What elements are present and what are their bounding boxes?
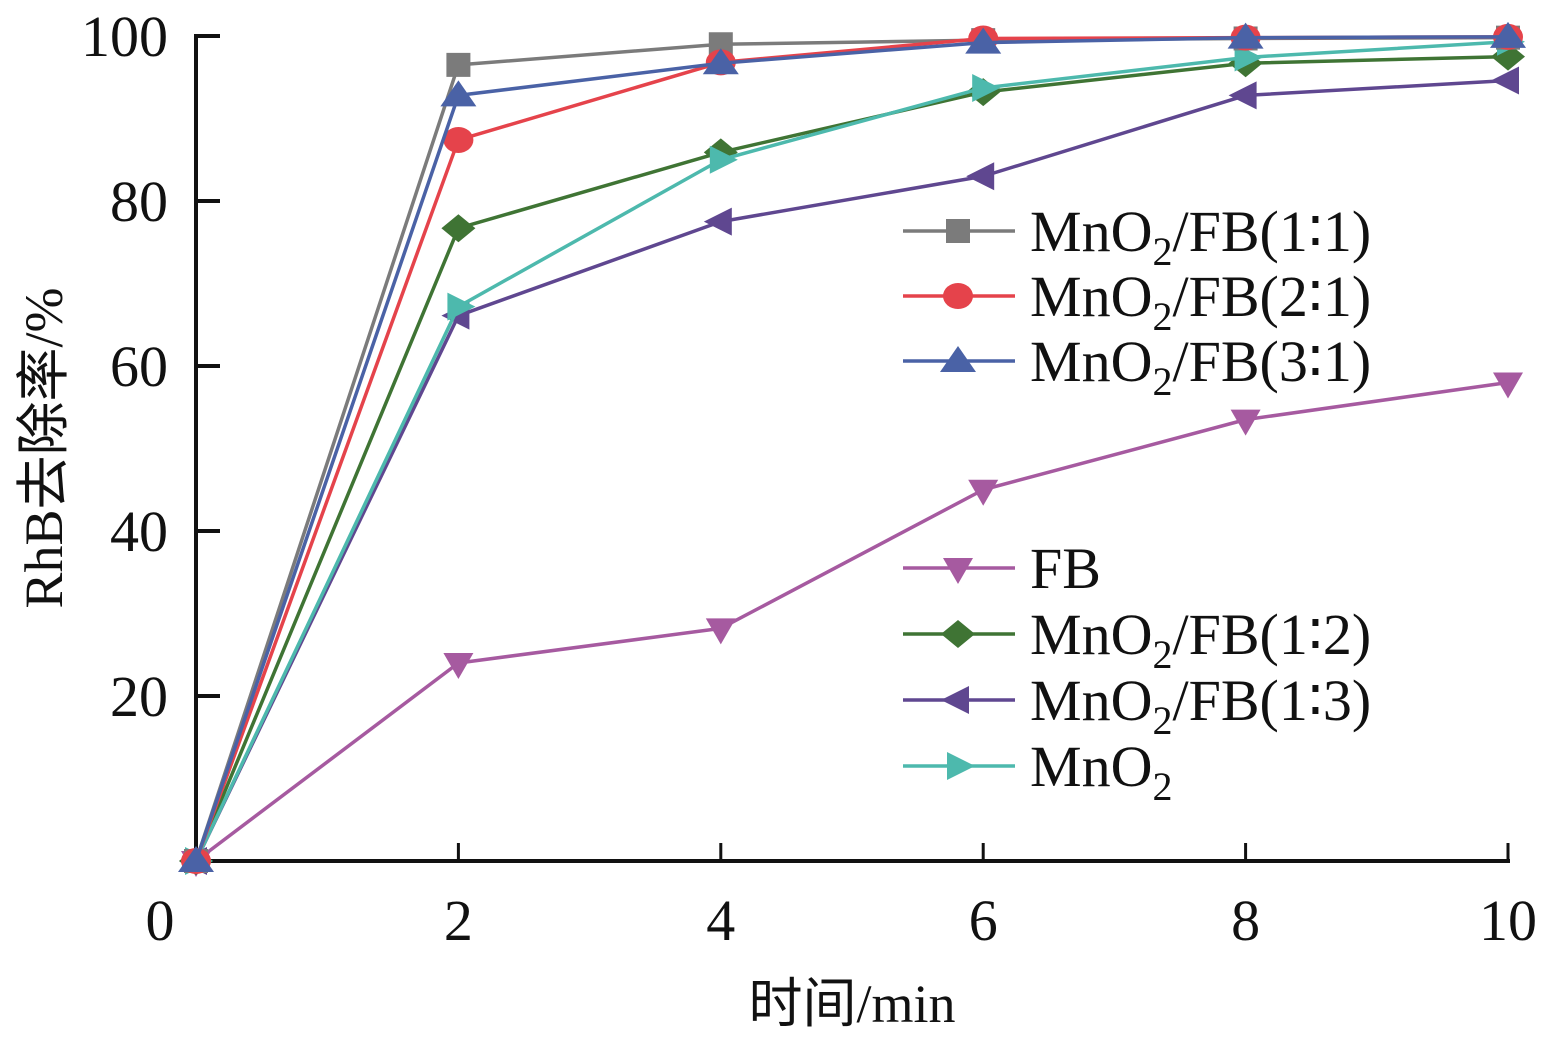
legend-label-rest: /FB(1∶3) <box>1172 668 1371 733</box>
y-tick-label: 40 <box>110 499 168 564</box>
x-tick-label: 8 <box>1231 888 1260 953</box>
x-tick-label: 0 <box>146 888 175 953</box>
legend-label-rest: /FB(3∶1) <box>1172 329 1371 394</box>
y-axis-title: RhB去除率/% <box>14 287 74 608</box>
y-tick-label: 80 <box>110 169 168 234</box>
x-axis-title: 时间/min <box>748 974 955 1034</box>
legend-marker <box>947 752 975 780</box>
legend-label-main: MnO <box>1030 602 1152 667</box>
series-line <box>194 35 1509 862</box>
legend-label-main: MnO <box>1030 734 1152 799</box>
legend-label-subscript: 2 <box>1152 229 1172 274</box>
legend-item: MnO2/FB(2∶1) <box>903 264 1371 339</box>
y-tick-label: 100 <box>81 4 168 69</box>
legend-marker <box>943 283 973 309</box>
legend-label: MnO2/FB(1∶3) <box>1030 668 1371 743</box>
y-tick-label: 60 <box>110 334 168 399</box>
x-tick-label: 2 <box>444 888 473 953</box>
legend-item: MnO2 <box>903 734 1172 809</box>
legend-label-subscript: 2 <box>1152 698 1172 743</box>
legend: MnO2/FB(1∶1)MnO2/FB(2∶1)MnO2/FB(3∶1)FBMn… <box>903 199 1371 809</box>
data-point <box>1230 409 1261 436</box>
series-line <box>194 78 1509 862</box>
data-point <box>178 846 214 872</box>
data-point <box>966 162 995 191</box>
legend-item: MnO2/FB(1∶3) <box>903 668 1371 743</box>
series-0 <box>184 25 1520 873</box>
legend-label: MnO2/FB(2∶1) <box>1030 264 1371 339</box>
series-1 <box>181 23 1523 874</box>
legend-label-rest: /FB(1∶1) <box>1172 199 1371 264</box>
legend-label-main: FB <box>1030 536 1101 601</box>
data-point <box>965 27 1002 54</box>
series-2 <box>178 21 1526 872</box>
legend-label-rest: /FB(2∶1) <box>1172 264 1371 329</box>
y-tick-label: 20 <box>110 664 168 729</box>
legend-label: FB <box>1030 536 1101 601</box>
legend-label-subscript: 2 <box>1152 632 1172 677</box>
legend-item: MnO2/FB(1∶1) <box>903 199 1371 274</box>
legend-label-main: MnO <box>1030 668 1152 733</box>
legend-marker <box>941 620 975 648</box>
data-point <box>443 653 474 679</box>
legend-item: MnO2/FB(3∶1) <box>903 329 1371 404</box>
data-point <box>709 145 738 174</box>
legend-label: MnO2/FB(1∶1) <box>1030 199 1371 274</box>
data-point <box>440 80 477 107</box>
data-point <box>447 292 476 321</box>
series-4 <box>179 42 1525 875</box>
series-6 <box>185 27 1525 875</box>
data-point <box>1228 81 1257 110</box>
data-point <box>705 618 736 645</box>
legend-label: MnO2 <box>1030 734 1172 809</box>
x-tick-label: 4 <box>706 888 735 953</box>
data-point <box>443 126 474 153</box>
data-point <box>446 52 471 77</box>
data-point <box>1491 66 1519 95</box>
series-line <box>194 40 1509 862</box>
legend-label-subscript: 2 <box>1152 764 1172 809</box>
series-line <box>194 380 1509 863</box>
x-tick-label: 10 <box>1479 888 1537 953</box>
series-line <box>194 54 1509 862</box>
legend-label-main: MnO <box>1030 264 1152 329</box>
legend-label: MnO2/FB(3∶1) <box>1030 329 1371 404</box>
legend-label-main: MnO <box>1030 329 1152 394</box>
data-point <box>702 48 739 75</box>
legend-marker <box>940 346 976 372</box>
x-tick-label: 6 <box>969 888 998 953</box>
axes: 20 40 60 80 100 0 2 4 6 8 10 <box>81 4 1537 953</box>
data-point <box>1490 21 1526 48</box>
legend-label-subscript: 2 <box>1152 359 1172 404</box>
legend-item: MnO2/FB(1∶2) <box>903 602 1371 677</box>
legend-item: FB <box>903 536 1101 601</box>
legend-label: MnO2/FB(1∶2) <box>1030 602 1371 677</box>
legend-marker <box>941 686 969 714</box>
legend-marker <box>943 558 973 584</box>
data-point <box>972 73 1001 102</box>
data-point <box>1227 22 1264 49</box>
legend-label-rest: /FB(1∶2) <box>1172 602 1371 667</box>
data-point <box>968 479 999 506</box>
data-point <box>441 214 476 243</box>
data-point <box>703 207 732 236</box>
legend-label-subscript: 2 <box>1152 294 1172 339</box>
legend-label-main: MnO <box>1030 199 1152 264</box>
data-point <box>1493 372 1523 399</box>
legend-marker <box>946 219 970 243</box>
series-layer <box>178 21 1526 877</box>
